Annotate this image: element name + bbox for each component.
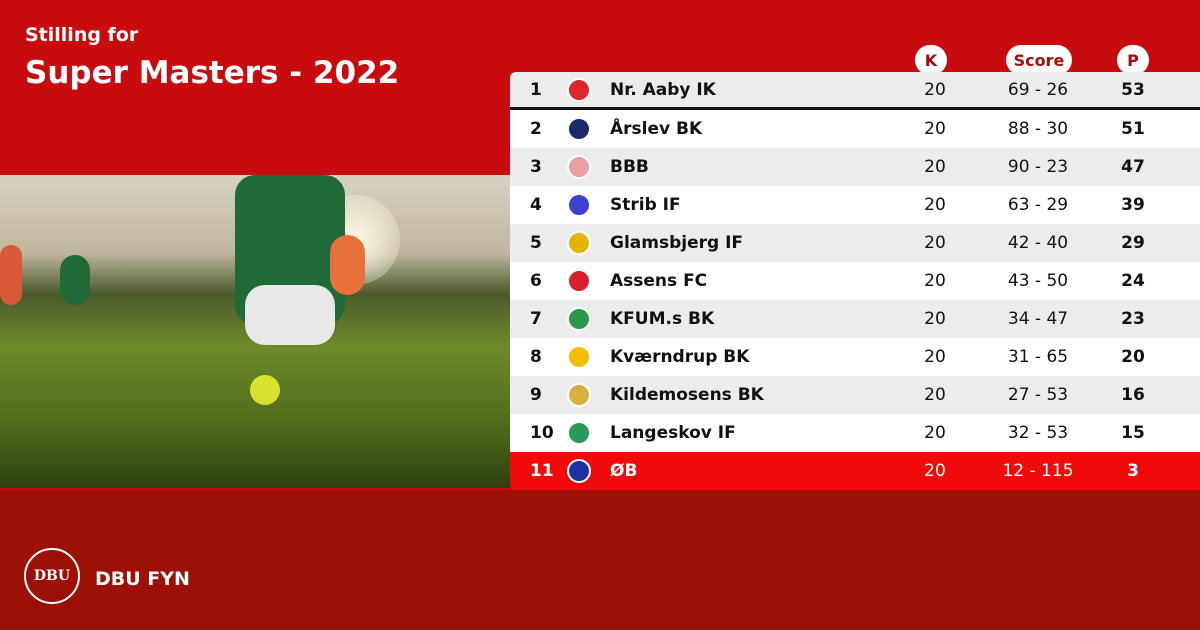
position: 3 — [530, 157, 542, 177]
team-logo-icon — [567, 117, 591, 141]
position: 5 — [530, 233, 542, 253]
team-name: ØB — [610, 461, 638, 481]
subtitle: Stilling for — [25, 24, 139, 46]
points: 39 — [1121, 195, 1145, 215]
team-logo-icon — [567, 193, 591, 217]
goal-score: 43 - 50 — [1007, 271, 1069, 291]
position: 4 — [530, 195, 542, 215]
points: 20 — [1121, 347, 1145, 367]
team-logo-icon — [567, 345, 591, 369]
team-name: Årslev BK — [610, 119, 703, 139]
goal-score: 27 - 53 — [1007, 385, 1069, 405]
football-photo — [0, 175, 510, 488]
position: 10 — [530, 423, 554, 443]
table-row[interactable]: 6 Assens FC 20 43 - 50 24 — [510, 262, 1200, 300]
goal-score: 32 - 53 — [1007, 423, 1069, 443]
goal-score: 34 - 47 — [1007, 309, 1069, 329]
position: 11 — [530, 461, 554, 481]
team-logo-icon — [567, 307, 591, 331]
points: 29 — [1121, 233, 1145, 253]
table-row[interactable]: 2 Årslev BK 20 88 - 30 51 — [510, 110, 1200, 148]
table-row[interactable]: 8 Kværndrup BK 20 31 - 65 20 — [510, 338, 1200, 376]
position: 2 — [530, 119, 542, 139]
matches-played: 20 — [924, 385, 946, 405]
points: 3 — [1127, 461, 1139, 481]
goal-score: 12 - 115 — [1002, 461, 1074, 481]
goal-score: 42 - 40 — [1007, 233, 1069, 253]
table-row[interactable]: 4 Strib IF 20 63 - 29 39 — [510, 186, 1200, 224]
goal-score: 31 - 65 — [1007, 347, 1069, 367]
team-name: Kildemosens BK — [610, 385, 764, 405]
dbu-logo: DBU — [24, 548, 80, 604]
team-name: BBB — [610, 157, 649, 177]
goal-score: 90 - 23 — [1007, 157, 1069, 177]
footer-band — [0, 490, 1200, 630]
team-logo-icon — [567, 459, 591, 483]
table-row[interactable]: 10 Langeskov IF 20 32 - 53 15 — [510, 414, 1200, 452]
position: 9 — [530, 385, 542, 405]
points: 16 — [1121, 385, 1145, 405]
team-name: Glamsbjerg IF — [610, 233, 744, 253]
page-title: Super Masters - 2022 — [25, 55, 400, 91]
points: 51 — [1121, 119, 1145, 139]
team-logo-icon — [567, 77, 591, 102]
matches-played: 20 — [924, 271, 946, 291]
table-row[interactable]: 7 KFUM.s BK 20 34 - 47 23 — [510, 300, 1200, 338]
team-name: Strib IF — [610, 195, 681, 215]
matches-played: 20 — [924, 309, 946, 329]
matches-played: 20 — [924, 347, 946, 367]
column-header-k[interactable]: K — [915, 45, 947, 75]
column-header-score[interactable]: Score — [1006, 45, 1072, 75]
team-name: Kværndrup BK — [610, 347, 750, 367]
standings-table: 1 Nr. Aaby IK 20 69 - 26 53 2 Årslev BK 20 88 - … — [510, 72, 1200, 490]
matches-played: 20 — [924, 423, 946, 443]
team-name: Nr. Aaby IK — [610, 79, 716, 100]
position: 8 — [530, 347, 542, 367]
matches-played: 20 — [924, 79, 946, 100]
team-logo-icon — [567, 231, 591, 255]
table-row[interactable]: 11 ØB 20 12 - 115 3 — [510, 452, 1200, 490]
team-logo-icon — [567, 383, 591, 407]
table-row[interactable]: 1 Nr. Aaby IK 20 69 - 26 53 — [510, 72, 1200, 110]
goal-score: 63 - 29 — [1007, 195, 1069, 215]
position: 7 — [530, 309, 542, 329]
team-logo-icon — [567, 421, 591, 445]
points: 53 — [1121, 79, 1145, 100]
position: 1 — [530, 79, 542, 100]
matches-played: 20 — [924, 157, 946, 177]
points: 24 — [1121, 271, 1145, 291]
points: 15 — [1121, 423, 1145, 443]
matches-played: 20 — [924, 461, 946, 481]
table-row[interactable]: 5 Glamsbjerg IF 20 42 - 40 29 — [510, 224, 1200, 262]
matches-played: 20 — [924, 119, 946, 139]
team-name: Langeskov IF — [610, 423, 736, 443]
table-row[interactable]: 3 BBB 20 90 - 23 47 — [510, 148, 1200, 186]
team-name: KFUM.s BK — [610, 309, 715, 329]
points: 47 — [1121, 157, 1145, 177]
table-row[interactable]: 9 Kildemosens BK 20 27 - 53 16 — [510, 376, 1200, 414]
goal-score: 69 - 26 — [1007, 79, 1069, 100]
position: 6 — [530, 271, 542, 291]
column-header-p[interactable]: P — [1117, 45, 1149, 75]
brand-name: DBU FYN — [95, 568, 190, 590]
goal-score: 88 - 30 — [1007, 119, 1069, 139]
matches-played: 20 — [924, 233, 946, 253]
team-logo-icon — [567, 155, 591, 179]
matches-played: 20 — [924, 195, 946, 215]
team-name: Assens FC — [610, 271, 708, 291]
points: 23 — [1121, 309, 1145, 329]
team-logo-icon — [567, 269, 591, 293]
